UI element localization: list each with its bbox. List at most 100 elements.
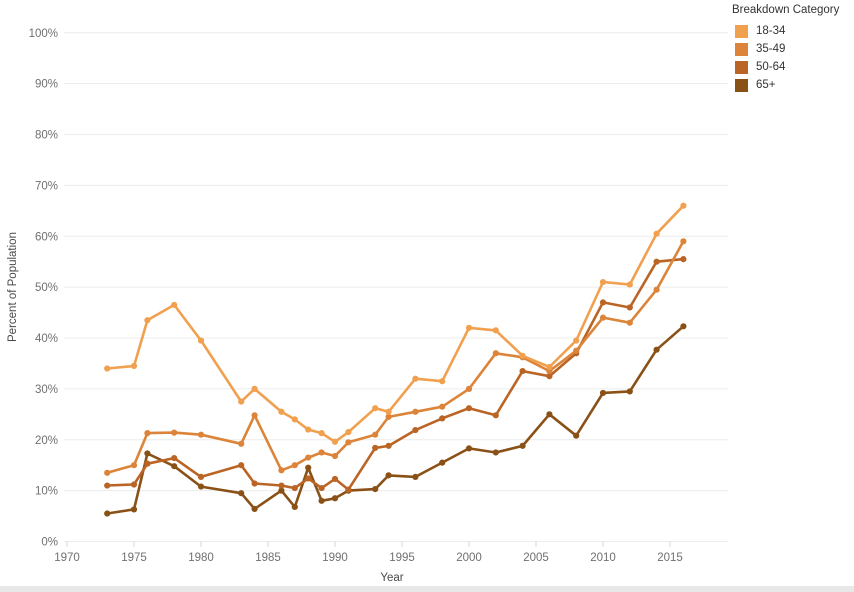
- point-35-49-1987[interactable]: [291, 462, 298, 469]
- point-18-34-2006[interactable]: [546, 363, 553, 371]
- point-18-34-1990[interactable]: [331, 438, 339, 445]
- point-18-34-1980[interactable]: [197, 337, 205, 344]
- point-18-34-2008[interactable]: [573, 337, 580, 344]
- point-35-49-1991[interactable]: [345, 439, 352, 446]
- point-65+-2010[interactable]: [599, 389, 607, 397]
- point-18-34-2010[interactable]: [599, 278, 607, 286]
- point-50-64-1996[interactable]: [412, 426, 419, 434]
- point-50-64-1976[interactable]: [144, 460, 151, 467]
- point-18-34-1998[interactable]: [439, 378, 446, 385]
- point-18-34-1975[interactable]: [130, 362, 138, 370]
- point-65+-2000[interactable]: [465, 445, 473, 452]
- point-65+-1978[interactable]: [171, 463, 178, 470]
- point-35-49-1984[interactable]: [251, 412, 258, 419]
- point-50-64-1973[interactable]: [104, 482, 111, 489]
- point-50-64-1994[interactable]: [385, 442, 392, 449]
- point-65+-2012[interactable]: [626, 388, 633, 395]
- point-65+-1980[interactable]: [197, 483, 205, 490]
- point-50-64-2000[interactable]: [465, 405, 473, 412]
- point-65+-1984[interactable]: [251, 505, 258, 513]
- point-35-49-2002[interactable]: [492, 350, 499, 357]
- point-50-64-1983[interactable]: [238, 462, 245, 469]
- point-65+-1988[interactable]: [305, 464, 312, 471]
- point-65+-2016[interactable]: [680, 323, 687, 330]
- point-18-34-2000[interactable]: [465, 324, 473, 331]
- point-50-64-1978[interactable]: [171, 454, 178, 462]
- point-65+-2008[interactable]: [573, 432, 580, 439]
- point-18-34-1973[interactable]: [104, 365, 111, 372]
- point-35-49-1975[interactable]: [130, 462, 138, 469]
- point-18-34-1991[interactable]: [345, 429, 352, 436]
- point-65+-1993[interactable]: [372, 485, 379, 493]
- point-50-64-1989[interactable]: [318, 484, 325, 492]
- point-65+-1976[interactable]: [144, 450, 151, 457]
- point-50-64-2012[interactable]: [626, 304, 633, 311]
- point-50-64-1991[interactable]: [345, 486, 352, 493]
- point-65+-1996[interactable]: [412, 473, 419, 480]
- series-line-65+[interactable]: [105, 324, 685, 515]
- point-50-64-1986[interactable]: [278, 482, 285, 489]
- point-65+-1998[interactable]: [439, 459, 446, 466]
- point-18-34-1984[interactable]: [251, 385, 258, 392]
- point-18-34-2012[interactable]: [626, 281, 633, 288]
- point-65+-1983[interactable]: [238, 490, 245, 497]
- point-18-34-1986[interactable]: [278, 408, 285, 415]
- point-18-34-1989[interactable]: [318, 430, 325, 437]
- point-18-34-1983[interactable]: [238, 398, 245, 405]
- point-65+-2014[interactable]: [653, 346, 660, 353]
- point-65+-2002[interactable]: [492, 449, 499, 456]
- point-50-64-1998[interactable]: [439, 415, 446, 422]
- point-18-34-1996[interactable]: [412, 375, 419, 382]
- point-35-49-1990[interactable]: [331, 452, 339, 460]
- point-50-64-1984[interactable]: [251, 480, 258, 487]
- legend-item-35-49[interactable]: 35-49: [732, 40, 852, 58]
- point-35-49-1983[interactable]: [238, 440, 245, 447]
- point-65+-1987[interactable]: [291, 503, 298, 511]
- point-18-34-1994[interactable]: [385, 408, 392, 415]
- point-50-64-2010[interactable]: [599, 299, 607, 306]
- point-35-49-1989[interactable]: [318, 449, 325, 456]
- point-18-34-1987[interactable]: [291, 416, 298, 423]
- point-18-34-1976[interactable]: [144, 317, 151, 324]
- point-35-49-1976[interactable]: [144, 430, 151, 437]
- point-18-34-2014[interactable]: [653, 230, 660, 237]
- legend-item-18-34[interactable]: 18-34: [732, 22, 852, 40]
- point-50-64-1975[interactable]: [130, 481, 138, 488]
- point-35-49-2008[interactable]: [573, 347, 580, 354]
- series-line-18-34[interactable]: [105, 204, 685, 444]
- point-50-64-2004[interactable]: [519, 367, 526, 375]
- point-18-34-1993[interactable]: [372, 405, 379, 412]
- point-35-49-1988[interactable]: [305, 454, 312, 461]
- series-line-35-49[interactable]: [105, 240, 685, 475]
- point-35-49-1980[interactable]: [197, 431, 205, 438]
- point-35-49-1978[interactable]: [171, 429, 178, 436]
- point-35-49-2010[interactable]: [599, 314, 607, 321]
- legend-item-65+[interactable]: 65+: [732, 76, 852, 94]
- point-18-34-2002[interactable]: [492, 327, 499, 334]
- legend-item-50-64[interactable]: 50-64: [732, 58, 852, 76]
- point-65+-1994[interactable]: [385, 472, 392, 479]
- point-50-64-1980[interactable]: [197, 473, 205, 480]
- point-35-49-2000[interactable]: [465, 385, 473, 392]
- point-18-34-1978[interactable]: [171, 301, 178, 309]
- point-18-34-1988[interactable]: [305, 426, 312, 433]
- point-50-64-2006[interactable]: [546, 373, 553, 380]
- point-50-64-1988[interactable]: [305, 475, 312, 482]
- point-50-64-1987[interactable]: [291, 484, 298, 492]
- point-18-34-2004[interactable]: [519, 352, 526, 359]
- point-50-64-2016[interactable]: [680, 256, 687, 263]
- point-50-64-1990[interactable]: [331, 475, 339, 483]
- point-65+-2004[interactable]: [519, 442, 526, 449]
- point-65+-1973[interactable]: [104, 510, 111, 517]
- point-35-49-2012[interactable]: [626, 319, 633, 326]
- point-65+-2006[interactable]: [546, 411, 553, 418]
- point-35-49-1973[interactable]: [104, 469, 111, 476]
- point-35-49-1996[interactable]: [412, 408, 419, 415]
- point-50-64-1993[interactable]: [372, 444, 379, 451]
- point-35-49-2014[interactable]: [653, 286, 660, 293]
- point-65+-1990[interactable]: [331, 495, 339, 502]
- series-line-50-64[interactable]: [105, 257, 685, 491]
- point-50-64-2002[interactable]: [492, 412, 499, 419]
- point-35-49-1986[interactable]: [278, 467, 285, 474]
- point-35-49-1993[interactable]: [372, 431, 379, 438]
